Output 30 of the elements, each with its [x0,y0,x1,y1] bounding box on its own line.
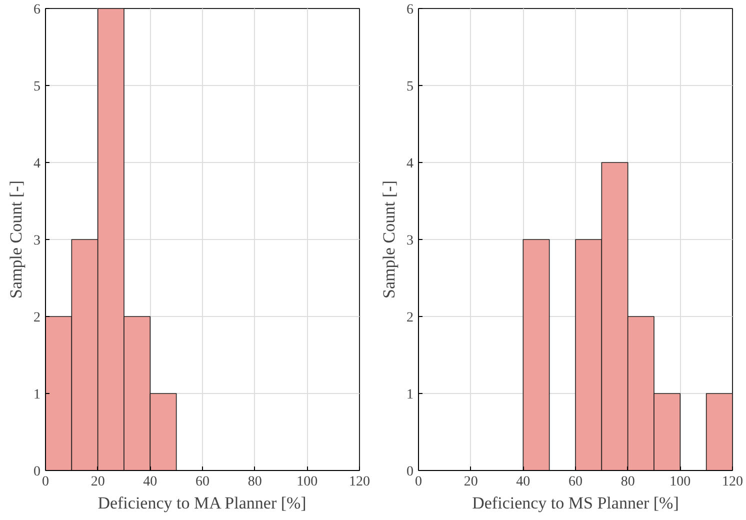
y-tick-label: 1 [34,388,40,402]
x-tick-label: 80 [248,474,262,490]
y-tick-label: 2 [406,310,414,326]
y-tick-label: 5 [34,80,40,94]
y-tick-label: 1 [406,388,414,402]
x-tick-label: 40 [143,474,158,490]
y-axis-title: Sample Count [-] [6,180,26,299]
x-tick-label: 60 [196,474,210,490]
x-tick-label: 40 [516,474,530,490]
x-tick-label: 120 [722,474,743,490]
y-tick-label: 6 [34,2,40,18]
x-tick-label: 100 [296,474,318,490]
y-tick-label: 6 [406,2,414,18]
x-tick-label: 120 [349,474,370,490]
x-tick-label: 60 [568,474,582,490]
x-tick-label: 20 [90,474,105,490]
y-tick-label: 0 [34,464,40,480]
y-axis-title: Sample Count [-] [380,180,398,299]
y-tick-label: 3 [406,234,414,248]
y-tick-label: 3 [34,234,40,248]
x-tick-label: 80 [620,474,635,490]
x-tick-label: 100 [670,474,691,490]
y-tick-label: 4 [406,156,414,172]
x-axis-title: Deficiency to MA Planner [%] [98,494,306,512]
x-tick-label: 20 [464,474,478,490]
y-tick-label: 4 [34,156,40,172]
y-tick-label: 2 [34,310,40,326]
y-tick-label: 5 [406,80,414,94]
x-axis-title: Deficiency to MS Planner [%] [472,494,679,512]
y-tick-label: 0 [406,464,414,480]
